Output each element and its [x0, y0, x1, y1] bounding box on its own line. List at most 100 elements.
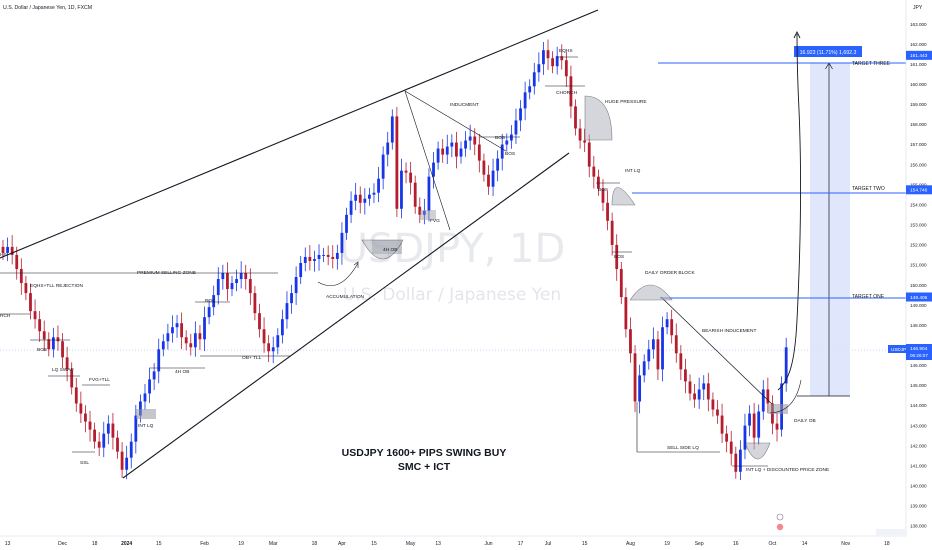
x-tick-label: 15	[371, 541, 377, 547]
projection-label: 16.923 (11.71%) 1,692.3	[800, 50, 857, 56]
price-tags: 161.443 154.746 149.406 USDJPY 146.90406:26:…	[888, 50, 932, 360]
candle-body	[267, 343, 271, 352]
candle-body	[239, 273, 243, 280]
x-tick-label: Jul	[545, 541, 551, 547]
target-one-label: TARGET ONE	[852, 294, 885, 300]
upper-trendline	[0, 9, 599, 259]
candle-body	[308, 256, 312, 261]
candle-body	[725, 433, 729, 442]
candle-body	[633, 353, 637, 402]
label-bos-feb: BOS	[205, 298, 215, 304]
time-scale[interactable]	[0, 536, 906, 550]
candle-body	[477, 144, 481, 161]
candle-body	[42, 331, 46, 340]
x-tick-label: 13	[5, 541, 11, 547]
timescale-settings-button[interactable]	[876, 529, 906, 536]
candle-body	[203, 317, 206, 340]
candle-body	[139, 401, 142, 416]
candle-body	[546, 50, 550, 59]
candle-body	[285, 303, 289, 320]
candle-body	[422, 210, 426, 215]
event-marker-icon[interactable]	[776, 513, 784, 521]
candle-body	[432, 162, 435, 177]
candle-body	[720, 415, 724, 434]
y-tick-label: 144.000	[910, 403, 927, 408]
huge-pressure-curve	[584, 95, 613, 141]
candle-body	[6, 246, 9, 253]
candle-body	[303, 256, 307, 263]
candle-body	[152, 371, 156, 380]
x-tick-label: Mar	[269, 541, 278, 547]
annotations: EQHS CHORCH INDUCMENT BOS HUGE PRESSURE …	[0, 48, 829, 473]
candle-body	[679, 353, 683, 370]
candle-body	[748, 413, 751, 426]
projection-label-box	[794, 46, 862, 57]
candle-body	[322, 254, 325, 256]
candle-body	[106, 423, 110, 434]
label-chorch: CHORCH	[556, 90, 578, 96]
label-fvg: FVG	[430, 218, 440, 224]
candle-body	[734, 453, 738, 472]
candle-body	[661, 327, 664, 370]
y-tick-label: 151.000	[910, 263, 927, 268]
candle-body	[542, 50, 545, 65]
label-bos-aug1: BOS	[598, 187, 608, 193]
price-tag-box	[906, 50, 932, 60]
candle-body	[47, 339, 51, 350]
candle-body	[10, 246, 14, 255]
candle-body	[752, 413, 756, 438]
y-tick-label: 158.000	[910, 122, 927, 127]
candle-body	[212, 295, 216, 308]
x-tick-label: May	[406, 541, 416, 547]
y-tick-label: 148.000	[910, 323, 927, 328]
candle-body	[784, 347, 788, 384]
candle-body	[253, 293, 257, 314]
y-tick-label: 145.000	[910, 383, 927, 388]
candle-body	[766, 389, 770, 404]
candle-body	[514, 120, 518, 135]
headline-line2: SMC + ICT	[398, 461, 451, 473]
4h-ob-curve	[361, 239, 404, 260]
candle-body	[340, 232, 344, 253]
candle-body	[505, 140, 509, 145]
price-scale[interactable]	[906, 0, 932, 550]
candle-body	[125, 457, 129, 470]
inducement-line-1	[404, 90, 507, 152]
candle-body	[171, 327, 174, 334]
candle-body	[409, 172, 413, 183]
candle-body	[601, 188, 605, 203]
candle-body	[684, 369, 687, 382]
candle-body	[61, 341, 64, 358]
x-tick-label: Aug	[626, 541, 635, 547]
accumulation-arrow	[353, 261, 359, 268]
label-daily-order-block: DAILY ORDER BLOCK	[645, 270, 695, 276]
candle-body	[97, 441, 101, 448]
candle-body	[381, 154, 385, 179]
candle-body	[230, 283, 234, 290]
candle-body	[647, 349, 651, 362]
x-tick-label: 15	[156, 541, 162, 547]
candle-body	[670, 319, 674, 336]
candle-body	[386, 142, 390, 155]
candle-body	[226, 273, 229, 290]
candle-body	[738, 449, 742, 472]
candle-body	[244, 273, 248, 280]
x-tick-label: Nov	[841, 541, 850, 547]
candle-body	[610, 220, 614, 245]
candle-body	[496, 158, 500, 171]
y-tick-label: 155.000	[910, 182, 927, 187]
y-tick-label: 149.000	[910, 303, 927, 308]
candle-body	[400, 170, 403, 209]
label-huge-pressure: HUGE PRESSURE	[605, 99, 647, 105]
candle-body	[93, 429, 96, 442]
x-tick-label: 13	[435, 541, 441, 547]
daily-ob-curve	[769, 379, 802, 414]
target-three-label: TARGET THREE	[852, 61, 891, 67]
candle-body	[702, 383, 706, 390]
x-tick-label: Feb	[200, 541, 209, 547]
candle-body	[161, 341, 165, 350]
x-axis-ticks: 13 Dec 18 2024 15 Feb 19 Mar 18 Apr 15 May 13 Jun 17 Ju…	[5, 541, 890, 547]
candles	[1, 39, 788, 480]
flag-icon[interactable]	[776, 523, 784, 531]
